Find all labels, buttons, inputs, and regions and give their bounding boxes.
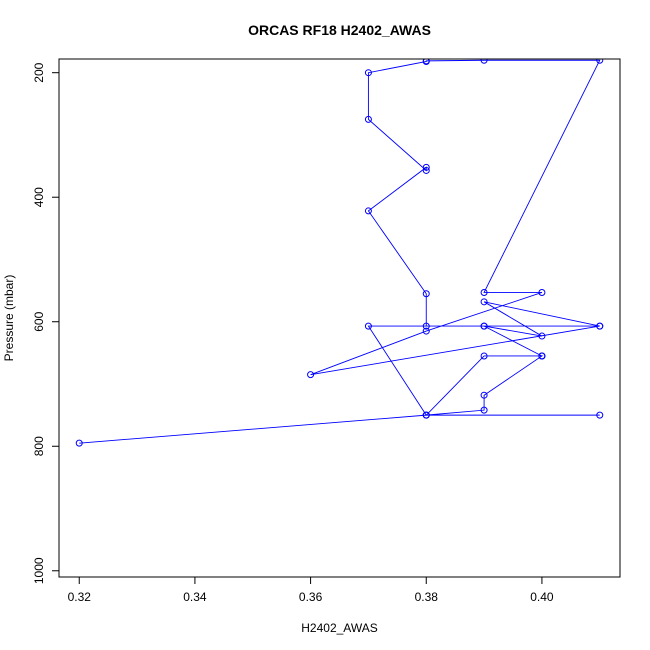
- data-point: [422, 290, 430, 298]
- plot-frame: [58, 58, 621, 578]
- data-point: [307, 371, 315, 379]
- x-axis-label: H2402_AWAS: [301, 621, 377, 635]
- chart-axes: 0.32 0.34 0.36 0.38 0.40 200 400 600 800 1000 ORCA…: [2, 22, 621, 635]
- y-tick-label: 800: [32, 436, 46, 456]
- data-point: [596, 322, 604, 330]
- series-line: [79, 59, 601, 444]
- data-point: [596, 411, 604, 419]
- data-point: [422, 163, 430, 171]
- x-tick-label: 0.32: [68, 590, 92, 604]
- data-point: [596, 59, 604, 64]
- data-point: [480, 322, 488, 330]
- data-point: [364, 115, 372, 123]
- data-point: [480, 391, 488, 399]
- data-point: [480, 59, 488, 64]
- data-point: [364, 322, 372, 330]
- data-point: [422, 166, 430, 174]
- data-point: [538, 352, 546, 360]
- y-axis-label: Pressure (mbar): [2, 275, 16, 362]
- chart-title: ORCAS RF18 H2402_AWAS: [248, 22, 431, 38]
- data-point: [538, 332, 546, 340]
- data-point: [364, 207, 372, 215]
- y-tick-label: 600: [32, 311, 46, 331]
- data-point: [422, 322, 430, 330]
- x-tick-label: 0.36: [299, 590, 323, 604]
- x-tick-label: 0.38: [415, 590, 439, 604]
- data-point: [480, 352, 488, 360]
- chart-marks: [75, 59, 604, 447]
- data-point: [422, 327, 430, 335]
- data-point: [480, 288, 488, 296]
- data-point: [422, 59, 430, 65]
- x-tick-label: 0.34: [183, 590, 207, 604]
- data-point: [480, 406, 488, 414]
- y-tick-label: 1000: [32, 557, 46, 584]
- data-point: [422, 411, 430, 419]
- y-tick-label: 400: [32, 187, 46, 207]
- data-point: [75, 439, 83, 447]
- data-point: [480, 298, 488, 306]
- x-tick-label: 0.40: [530, 590, 554, 604]
- data-point: [538, 288, 546, 296]
- y-tick-label: 200: [32, 62, 46, 82]
- data-point: [364, 69, 372, 77]
